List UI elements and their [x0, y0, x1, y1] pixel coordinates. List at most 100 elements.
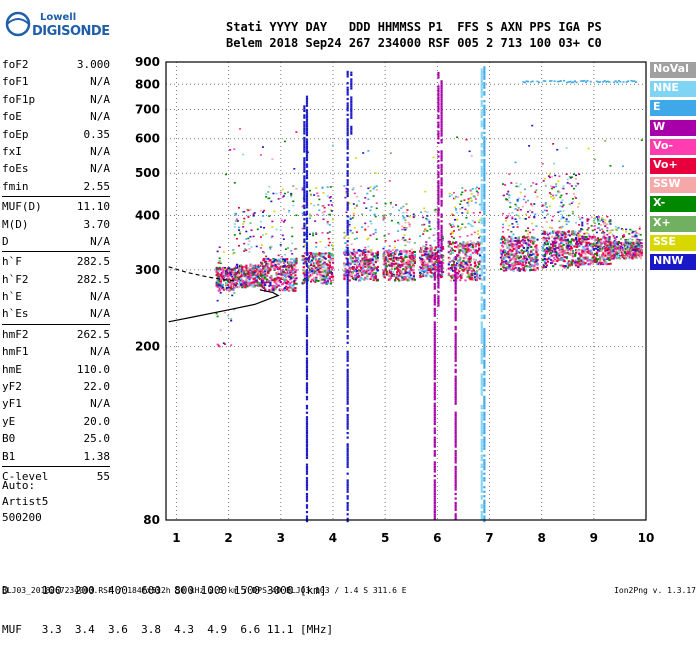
echo-point	[452, 214, 454, 216]
echo-point	[309, 233, 311, 235]
echo-point	[465, 255, 467, 257]
echo-point	[288, 261, 290, 263]
echo-point	[312, 235, 314, 237]
echo-point	[573, 173, 575, 175]
echo-point	[569, 183, 571, 185]
echo-streak-point	[347, 274, 349, 276]
echo-point	[331, 210, 333, 212]
echo-point	[238, 227, 240, 229]
echo-streak-point	[306, 218, 308, 220]
echo-streak-point	[347, 495, 349, 497]
echo-point	[598, 254, 600, 256]
echo-point	[407, 241, 409, 243]
echo-point	[329, 262, 331, 264]
echo-point	[575, 197, 577, 199]
echo-point	[376, 185, 378, 187]
echo-point	[472, 220, 474, 222]
echo-point	[292, 201, 294, 203]
echo-streak-point	[306, 123, 308, 125]
echo-streak-point	[347, 504, 349, 506]
echo-streak-point	[306, 357, 308, 359]
echo-streak-point	[347, 389, 349, 391]
echo-point	[461, 187, 463, 189]
echo-point	[587, 220, 589, 222]
echo-streak-point	[347, 118, 349, 120]
echo-point	[502, 231, 504, 233]
echo-point	[598, 227, 600, 229]
echo-streak-point	[347, 479, 349, 481]
echo-streak-point	[306, 466, 308, 468]
echo-streak-point	[350, 108, 352, 110]
echo-point	[585, 236, 587, 238]
echo-point	[369, 186, 371, 188]
echo-point	[561, 254, 563, 256]
echo-point	[477, 230, 479, 232]
echo-point	[310, 215, 312, 217]
echo-point	[401, 265, 403, 267]
echo-point	[639, 228, 641, 230]
echo-point	[618, 227, 620, 229]
echo-point	[542, 163, 544, 165]
echo-point	[316, 271, 318, 273]
echo-point	[248, 280, 250, 282]
echo-streak-point	[437, 250, 439, 252]
echo-point	[244, 273, 246, 275]
echo-streak-point	[306, 238, 308, 240]
echo-streak-point	[306, 265, 308, 267]
echo-point	[434, 263, 436, 265]
echo-point	[253, 236, 255, 238]
echo-point	[532, 182, 534, 184]
echo-point	[565, 239, 567, 241]
echo-streak-point	[347, 387, 349, 389]
echo-point	[507, 215, 509, 217]
echo-point	[459, 203, 461, 205]
echo-point	[351, 243, 353, 245]
echo-streak-point	[347, 91, 349, 93]
echo-point	[550, 252, 552, 254]
echo-point	[235, 214, 237, 216]
echo-point	[353, 187, 355, 189]
echo-point	[474, 262, 476, 264]
echo-streak-point	[437, 110, 439, 112]
echo-point	[360, 253, 362, 255]
echo-point	[316, 192, 318, 194]
echo-point	[396, 249, 398, 251]
echo-point	[273, 211, 275, 213]
echo-streak-point	[347, 105, 349, 107]
echo-point	[234, 234, 236, 236]
echo-point	[609, 254, 611, 256]
echo-point	[546, 221, 548, 223]
echo-point	[228, 287, 230, 289]
echo-point	[523, 267, 525, 269]
echo-point	[329, 242, 331, 244]
echo-point	[327, 221, 329, 223]
echo-point	[524, 196, 526, 198]
echo-point	[330, 200, 332, 202]
echo-point	[309, 190, 311, 192]
echo-point	[372, 269, 374, 271]
echo-point	[603, 234, 605, 236]
echo-streak-point	[437, 300, 439, 302]
echo-point	[288, 266, 290, 268]
echo-streak-point	[306, 452, 308, 454]
echo-streak-point	[347, 391, 349, 393]
echo-point	[400, 207, 402, 209]
echo-point	[470, 246, 472, 248]
echo-point	[435, 246, 437, 248]
echo-streak-point	[303, 191, 305, 193]
echo-point	[376, 202, 378, 204]
echo-point	[316, 253, 318, 255]
echo-streak-point	[306, 190, 308, 192]
echo-point	[423, 224, 425, 226]
echo-point	[455, 196, 457, 198]
echo-point	[604, 258, 606, 260]
echo-point	[470, 197, 472, 199]
echo-point	[435, 255, 437, 257]
echo-point	[400, 271, 402, 273]
echo-streak-point	[347, 319, 349, 321]
echo-point	[424, 270, 426, 272]
echo-point	[560, 202, 562, 204]
echo-point	[512, 258, 514, 260]
echo-streak-point	[437, 237, 439, 239]
echo-streak-point	[306, 242, 308, 244]
